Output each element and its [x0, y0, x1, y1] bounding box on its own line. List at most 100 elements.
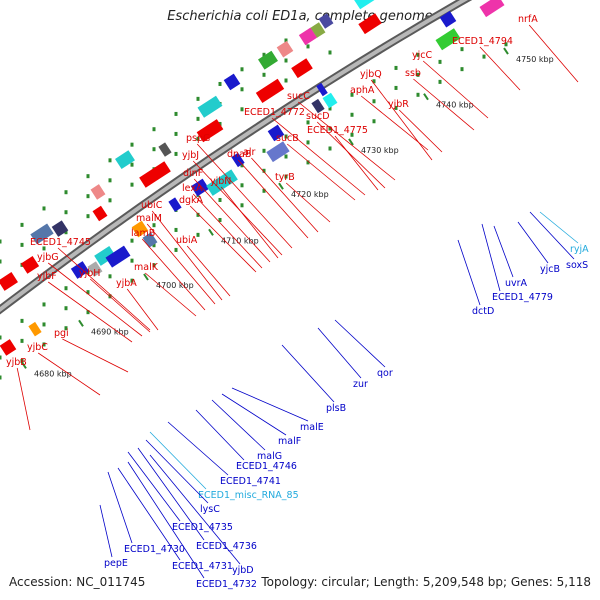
gene-label: yjbA: [116, 278, 137, 289]
leader-line: [144, 272, 197, 317]
gene-label: yjcB: [540, 264, 560, 275]
tick-label: 4730 kbp: [361, 146, 399, 155]
gene-label: yjbD: [232, 565, 254, 576]
gene-feature: [190, 178, 210, 197]
gene-label: yjbH: [79, 268, 100, 279]
guide-dot: [152, 263, 156, 268]
leader-line: [481, 223, 501, 292]
leader-line: [47, 281, 133, 343]
guide-dot: [20, 318, 24, 323]
gene-feature: [142, 232, 158, 248]
leader-line: [479, 46, 521, 91]
guide-dot: [64, 230, 68, 235]
guide-dot: [108, 158, 112, 163]
gene-label: ECED1_4775: [307, 125, 368, 136]
guide-dot: [372, 99, 376, 104]
gene-feature: [439, 10, 457, 28]
gene-feature: [30, 223, 54, 245]
gene-label: ubiC: [141, 200, 163, 211]
guide-dot: [0, 259, 2, 264]
guide-dot: [394, 85, 398, 90]
backbone-line: [0, 0, 469, 313]
leader-line: [99, 504, 113, 558]
guide-dot: [394, 65, 398, 70]
guide-dot: [20, 358, 24, 363]
leader-line: [149, 431, 207, 490]
gene-label: ryjA: [570, 244, 589, 255]
leader-line: [539, 211, 579, 244]
gene-feature: [353, 0, 391, 10]
guide-dot: [174, 227, 178, 232]
leader-line: [186, 245, 231, 297]
guide-dot: [284, 134, 288, 139]
leader-line: [62, 338, 129, 373]
gene-label: yjbG: [37, 252, 59, 263]
leader-line: [16, 367, 31, 431]
guide-dot: [86, 310, 90, 315]
leader-line: [285, 182, 331, 223]
gene-label: lamB: [131, 228, 155, 239]
gene-feature: [139, 161, 171, 188]
gene-feature: [310, 22, 326, 38]
gene-label: ECED1_4746: [236, 461, 297, 472]
guide-dot: [130, 258, 134, 263]
guide-dot: [240, 87, 244, 92]
gene-feature: [168, 197, 182, 212]
leader-line: [189, 205, 257, 273]
guide-dot: [42, 206, 46, 211]
gene-label: lexA: [182, 183, 203, 194]
gene-label: yjbJ: [182, 150, 199, 161]
leader-line: [149, 454, 241, 565]
gene-label: yjbB: [6, 357, 27, 368]
guide-dot: [174, 111, 178, 116]
guide-dot: [394, 105, 398, 110]
gene-feature: [28, 321, 42, 337]
gene-label: ECED1_misc_RNA_85: [198, 490, 299, 501]
guide-dot: [130, 278, 134, 283]
leader-line: [334, 135, 379, 191]
guide-dot: [64, 326, 68, 331]
guide-dot: [86, 194, 90, 199]
leader-line: [37, 352, 101, 396]
tick-label: 4690 kbp: [91, 327, 129, 336]
gene-label: ECED1_4730: [124, 544, 185, 555]
gene-label: yjbQ: [360, 69, 382, 80]
guide-dot: [240, 183, 244, 188]
gene-feature: [94, 245, 116, 266]
leader-line: [517, 221, 549, 264]
guide-dot: [416, 52, 420, 57]
gene-label: ECED1_4735: [172, 522, 233, 533]
guide-dot: [0, 355, 2, 360]
guide-dot: [0, 375, 2, 380]
gene-feature: [435, 28, 461, 51]
guide-dot: [20, 338, 24, 343]
guide-dot: [284, 174, 288, 179]
gene-label: lysC: [200, 504, 220, 515]
guide-dot: [130, 182, 134, 187]
gene-label: dnaB: [227, 149, 251, 160]
gene-label: nrfA: [518, 14, 538, 25]
gene-feature: [479, 0, 505, 18]
genome-backbone: [0, 0, 473, 315]
leader-line: [126, 288, 159, 331]
guide-dot: [0, 335, 2, 340]
guide-dot: [130, 162, 134, 167]
guide-dot: [86, 290, 90, 295]
kbp-ticks: 4680 kbp 4690 kbp 4700 kbp 4710 kbp 4720 kbp…: [21, 47, 554, 378]
gene-feature: [70, 261, 90, 279]
gene-label: ECED1_4745: [30, 237, 91, 248]
guide-dot: [350, 132, 354, 137]
leader-line: [251, 157, 319, 233]
guide-dot: [306, 140, 310, 145]
gene-label: aphA: [350, 85, 375, 96]
leader-line: [334, 319, 386, 368]
guide-dot: [262, 148, 266, 153]
gene-label: ECED1_4794: [452, 36, 513, 47]
guide-dot: [152, 147, 156, 152]
gene-label: sucB: [276, 133, 299, 144]
guide-dot: [218, 197, 222, 202]
guide-dot: [0, 239, 2, 244]
guide-dot: [328, 126, 332, 131]
guide-dot: [328, 146, 332, 151]
